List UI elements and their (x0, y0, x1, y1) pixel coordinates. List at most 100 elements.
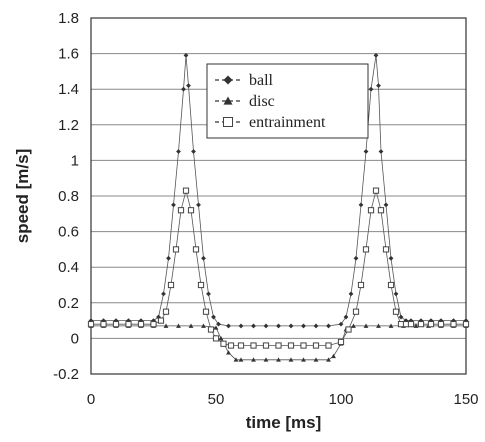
data-point-disc (218, 336, 224, 341)
data-point-ball (216, 321, 221, 327)
data-point-ball (353, 255, 359, 261)
data-point-disc (226, 350, 231, 355)
data-point-entrainment (345, 326, 352, 333)
data-point-entrainment (275, 342, 282, 349)
data-point-entrainment (300, 342, 307, 349)
data-point-ball (288, 323, 294, 329)
data-point-ball (176, 149, 181, 154)
legend-items: ball disc entrainment (215, 72, 326, 131)
data-point-ball (301, 323, 306, 329)
data-point-ball (348, 291, 354, 297)
y-axis-title: speed [m/s] (13, 149, 32, 243)
data-point-entrainment (450, 321, 457, 328)
data-point-disc (326, 357, 331, 362)
data-point-disc (238, 357, 244, 362)
legend-marker-entrainment (223, 117, 233, 127)
data-point-entrainment (377, 207, 385, 214)
data-point-entrainment (427, 321, 435, 328)
data-point-ball (358, 202, 364, 208)
y-tick-label: -0.2 (53, 366, 79, 383)
data-point-ball (373, 52, 379, 58)
data-point-entrainment (187, 207, 195, 214)
legend-label: entrainment (249, 114, 326, 131)
legend-item-ball: ball (215, 72, 274, 89)
data-point-ball (393, 291, 399, 297)
data-point-ball (313, 323, 319, 329)
data-point-ball (326, 323, 331, 329)
data-point-ball (211, 314, 216, 320)
legend-marker-disc (223, 96, 233, 105)
data-point-entrainment (237, 342, 245, 349)
y-tick-label: 1.6 (58, 46, 79, 63)
y-tick-label: 1.2 (58, 117, 79, 134)
data-point-ball (378, 149, 384, 154)
data-point-entrainment (100, 321, 107, 328)
data-point-disc (331, 353, 336, 359)
data-point-disc (176, 323, 181, 328)
legend: ball disc entrainment (206, 63, 369, 139)
data-point-entrainment (197, 281, 205, 289)
y-tick-label: 1 (71, 152, 79, 169)
data-point-entrainment (362, 246, 370, 253)
x-axis-title: time [ms] (246, 413, 322, 432)
data-point-ball (388, 255, 394, 261)
data-point-disc (163, 323, 169, 328)
series-group (87, 52, 470, 362)
data-point-disc (201, 323, 206, 328)
x-tick-label: 100 (328, 391, 353, 408)
data-point-ball (186, 83, 191, 89)
data-point-ball (161, 291, 166, 297)
data-point-disc (363, 323, 369, 328)
series-line-ball (91, 55, 466, 327)
series-entrainment (87, 187, 470, 349)
data-point-entrainment (182, 187, 190, 194)
data-point-entrainment (417, 321, 425, 328)
data-point-ball (338, 321, 344, 327)
y-tick-label: 0.8 (58, 188, 79, 205)
data-point-ball (191, 149, 196, 154)
data-point-ball (196, 202, 201, 208)
data-point-entrainment (162, 308, 170, 315)
data-point-entrainment (262, 342, 270, 349)
data-point-disc (301, 357, 306, 362)
data-point-entrainment (372, 187, 380, 194)
data-point-entrainment (192, 246, 200, 253)
data-point-ball (376, 83, 381, 89)
data-point-disc (233, 357, 239, 362)
y-tick-labels: -0.2 0 0.2 0.4 0.6 0.8 1 1.2 1.4 1.6 1.8 (53, 10, 79, 383)
data-point-entrainment (392, 308, 400, 315)
data-point-entrainment (167, 281, 175, 289)
legend-label: ball (249, 72, 274, 89)
data-point-ball (368, 86, 374, 92)
data-point-ball (181, 86, 186, 92)
data-point-disc (313, 357, 319, 362)
legend-marker-ball (223, 75, 233, 85)
data-point-entrainment (137, 321, 145, 328)
data-point-entrainment (227, 342, 235, 349)
y-tick-label: 0.4 (58, 259, 79, 276)
x-tick-label: 0 (87, 391, 95, 408)
data-point-disc (251, 357, 256, 362)
data-point-entrainment (352, 308, 360, 315)
data-point-disc (351, 323, 356, 328)
data-point-entrainment (357, 281, 365, 289)
data-point-entrainment (220, 340, 227, 347)
data-point-ball (226, 323, 231, 329)
data-point-ball (383, 202, 389, 208)
data-point-entrainment (287, 342, 295, 349)
data-point-entrainment (172, 246, 180, 253)
data-point-ball (263, 323, 269, 329)
data-point-entrainment (177, 207, 185, 214)
data-point-entrainment (125, 321, 132, 328)
data-point-disc (276, 357, 281, 362)
legend-box (206, 63, 369, 139)
x-tick-label: 50 (208, 391, 225, 408)
data-point-disc (213, 325, 219, 330)
data-point-ball (201, 255, 206, 261)
y-tick-label: 0 (71, 330, 79, 347)
data-point-entrainment (397, 321, 405, 328)
data-point-entrainment (202, 308, 210, 315)
data-point-entrainment (150, 321, 157, 328)
y-tick-label: 0.6 (58, 224, 79, 241)
